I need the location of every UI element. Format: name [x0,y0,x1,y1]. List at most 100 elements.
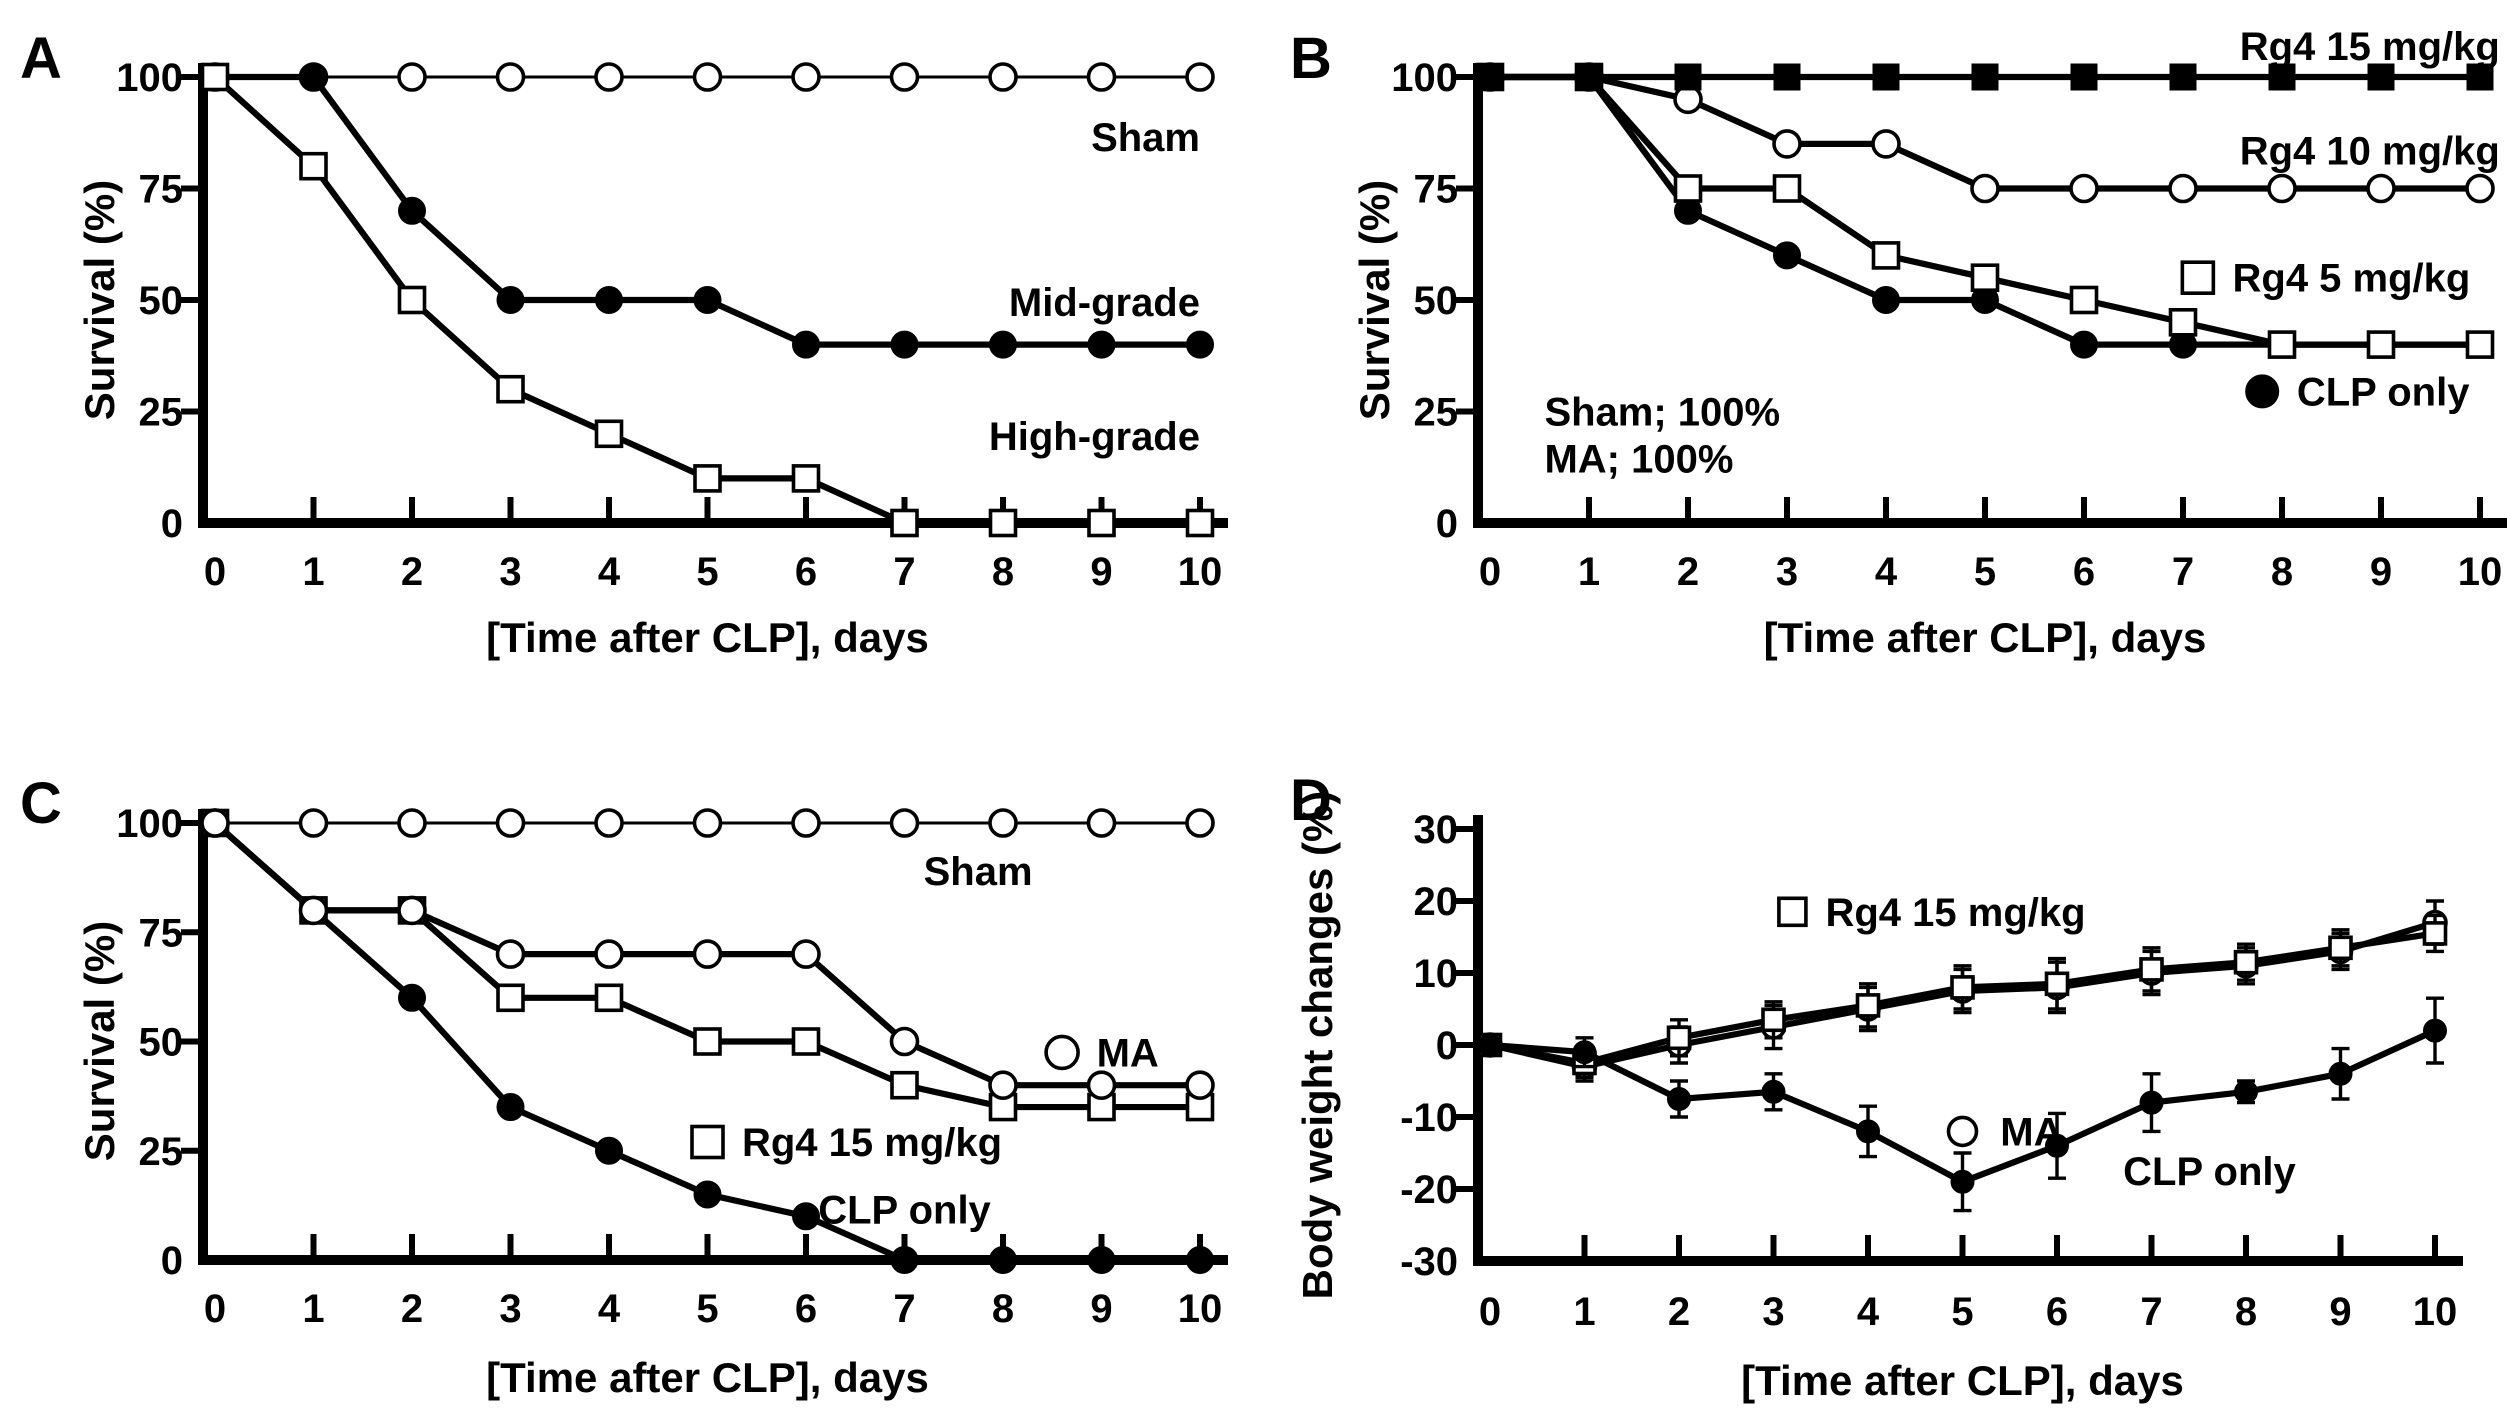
square-filled-marker [1674,63,1702,91]
y-axis-title: Survival (%) [1351,180,1398,420]
y-tick-label: 20 [1414,880,1459,924]
square-open-marker [1777,896,1808,928]
legend-entry: Rg4 15 mg/kg [2240,25,2500,69]
circle-filled-marker [989,330,1017,359]
square-open-marker [1087,508,1116,538]
square-open-marker [299,151,328,181]
square-open-marker [1761,1007,1786,1033]
circle-open-marker [2168,173,2198,204]
circle-open-marker [1946,1115,1979,1148]
panel-letter-B: B [1290,26,1332,91]
legend-entry: CLP only [818,1189,991,1233]
y-tick-label: 75 [1414,168,1459,212]
square-open-marker [2465,330,2495,359]
x-axis-title: [Time after CLP], days [486,1354,929,1401]
y-tick-label: 50 [139,279,184,323]
square-open-marker [1185,508,1215,538]
circle-open-marker [2465,173,2495,204]
y-tick-label: -10 [1400,1096,1458,1140]
legend-entry: Rg4 15 mg/kg [1777,891,2086,935]
x-tick-label: 10 [1178,1287,1223,1331]
square-open-marker [594,419,624,449]
x-tick-label: 7 [2172,550,2194,594]
circle-open-marker [594,808,624,838]
square-open-marker [1970,263,2000,293]
y-tick-label: 50 [1414,279,1459,323]
square-open-marker [1855,993,1881,1018]
x-tick-label: 4 [598,1287,621,1331]
y-tick-label: -30 [1400,1240,1458,1284]
circle-filled-marker [299,63,328,91]
square-open-marker [1666,1025,1692,1051]
square-open-marker [988,508,1018,538]
series-label: High-grade [989,415,1200,459]
x-tick-label: 5 [1951,1290,1973,1334]
x-tick-label: 9 [1090,550,1112,594]
circle-open-marker [1086,1070,1117,1100]
x-tick-label: 2 [401,1287,423,1331]
circle-filled-marker [398,983,426,1012]
x-tick-label: 0 [1479,1290,1501,1334]
series-clp-only [1478,996,2447,1213]
circle-open-marker [298,808,329,838]
square-open-marker [791,464,821,493]
x-tick-label: 5 [1974,550,1996,594]
circle-filled-marker [1950,1169,1975,1194]
y-axis-title: Body weight changes (%) [1294,791,1341,1300]
circle-filled-marker [2234,1079,2258,1104]
panel-letter-A: A [20,26,62,91]
circle-open-marker [1185,1070,1215,1100]
annotation: MA; 100% [1544,437,1733,481]
circle-filled-marker [2328,1061,2353,1086]
x-tick-label: 0 [204,1287,226,1331]
square-open-marker [890,1070,919,1100]
x-tick-label: 2 [1668,1290,1690,1334]
square-filled-marker [2070,63,2098,91]
square-open-marker [496,374,525,404]
square-open-marker [200,62,230,92]
x-tick-label: 3 [1776,550,1798,594]
x-tick-label: 6 [2046,1290,2068,1334]
legend-entry: Rg4 5 mg/kg [2180,257,2471,301]
circle-filled-marker [890,1246,919,1274]
x-tick-label: 6 [795,1287,817,1331]
square-open-marker [1772,174,1802,203]
circle-open-marker [692,939,723,969]
square-open-marker [693,1027,722,1056]
y-tick-label: 25 [1414,391,1459,435]
circle-filled-marker [1856,1119,1880,1144]
circle-filled-marker [496,1093,525,1122]
annotation: Sham; 100% [1544,391,1780,435]
circle-filled-marker [595,1136,623,1165]
circle-filled-marker [1186,1246,1214,1274]
panel-A: 0 25 50 75 100 0 1 2 3 4 5 6 7 8 9 10 Sham Mid-grade High-… [20,26,1228,661]
x-tick-label: 6 [795,550,817,594]
x-tick-label: 3 [1762,1290,1784,1334]
circle-filled-marker [595,286,623,314]
series-label: Rg4 5 mg/kg [2233,257,2471,301]
circle-filled-marker [792,330,820,359]
y-tick-label: 25 [139,1130,184,1174]
square-filled-marker [1476,63,1504,91]
square-open-marker [1871,241,1901,270]
x-tick-label: 1 [1578,550,1600,594]
circle-filled-marker [1478,1033,1502,1057]
square-open-marker [1673,174,1703,203]
x-tick-label: 5 [696,1287,718,1331]
legend-entry: CLP only [2123,1150,2296,1194]
circle-open-marker [988,1070,1018,1100]
circle-filled-marker [1761,1079,1786,1104]
x-axis-title: [Time after CLP], days [1764,614,2207,661]
square-filled-marker [1971,63,1999,91]
y-tick-label: 30 [1414,808,1459,852]
circle-open-marker [397,895,427,926]
circle-open-marker [1086,808,1117,838]
square-open-marker [693,464,722,493]
x-tick-label: 5 [696,550,718,594]
circle-open-marker [889,62,920,92]
x-tick-label: 4 [598,550,621,594]
x-tick-label: 3 [499,1287,521,1331]
square-open-marker [2180,260,2216,296]
series-label: Rg4 15 mg/kg [2240,25,2500,69]
